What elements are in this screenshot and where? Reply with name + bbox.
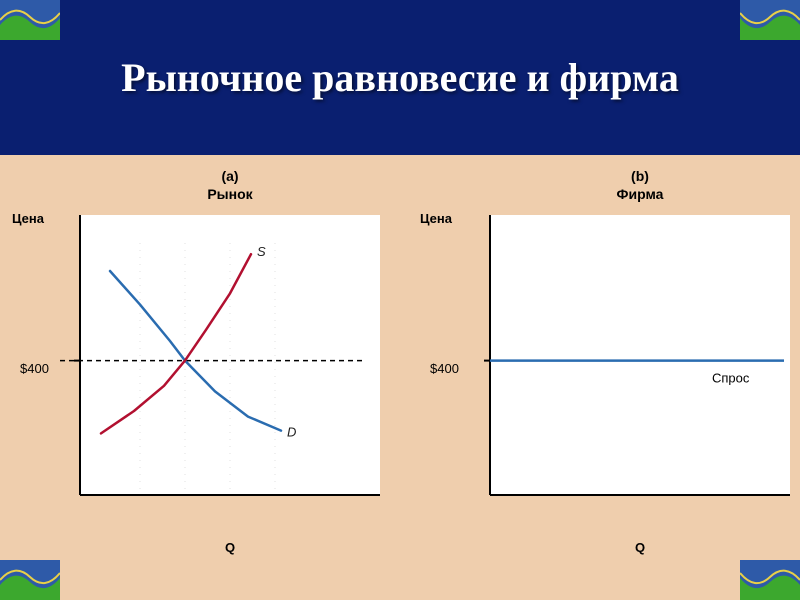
chart-a-title: (а) Рынок [80, 167, 380, 203]
chart-a-title-bottom: Рынок [207, 186, 252, 202]
chart-b-plot: Спрос [490, 215, 790, 495]
corner-decoration-br [740, 560, 800, 600]
chart-a-x-label: Q [225, 540, 235, 555]
chart-b-title-bottom: Фирма [617, 186, 664, 202]
chart-a-plot: SD [80, 215, 380, 495]
chart-a-title-top: (а) [221, 168, 238, 184]
chart-b-price-tick: $400 [430, 361, 459, 376]
chart-b-y-label: Цена [420, 211, 452, 226]
svg-text:D: D [287, 425, 296, 440]
chart-a-price-tick: $400 [20, 361, 49, 376]
chart-b-x-label: Q [635, 540, 645, 555]
charts-area: (а) Рынок Цена $400 SD Q (b) Фирма Цена … [0, 155, 800, 600]
slide-title: Рыночное равновесие и фирма [121, 55, 679, 101]
corner-decoration-tr [740, 0, 800, 40]
corner-decoration-tl [0, 0, 60, 40]
svg-text:S: S [257, 244, 266, 259]
corner-decoration-bl [0, 560, 60, 600]
chart-b-title-top: (b) [631, 168, 649, 184]
chart-b-title: (b) Фирма [490, 167, 790, 203]
svg-text:Спрос: Спрос [712, 371, 750, 386]
chart-a-y-label: Цена [12, 211, 44, 226]
slide-header: Рыночное равновесие и фирма [0, 0, 800, 155]
